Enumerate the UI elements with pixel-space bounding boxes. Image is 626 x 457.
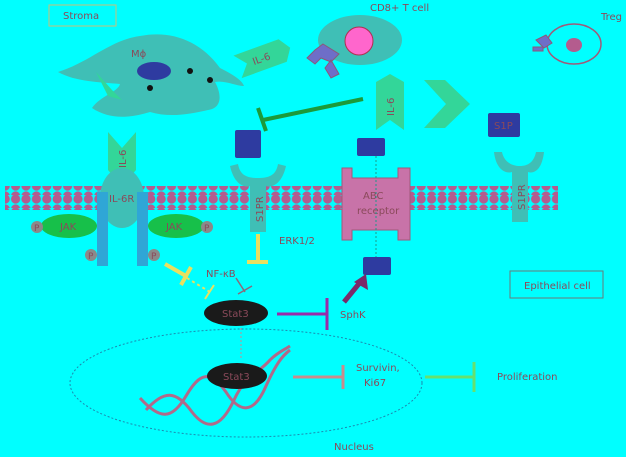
s1pr-left-label: S1PR — [255, 196, 266, 222]
gp130-left — [97, 192, 108, 266]
jak-stat3-dashed-bar — [204, 284, 215, 300]
phospho-left-jak — [31, 221, 43, 233]
survivin-label-line1: Survivin, — [356, 363, 400, 374]
jak-to-stat3-dashed — [186, 277, 211, 293]
sphk-label: SphK — [340, 310, 366, 321]
s1p-label: S1P — [494, 121, 513, 132]
il6r-receptor — [100, 168, 144, 228]
nfkb-label: NF-κB — [206, 269, 236, 280]
phospho-right-jak — [201, 221, 213, 233]
il6-ligand-extra — [424, 80, 470, 128]
epithelial-label: Epithelial cell — [524, 281, 591, 292]
jak-left-label: JAK — [59, 222, 77, 233]
stat3-cytoplasm — [204, 300, 268, 326]
phospho-label: P — [88, 252, 94, 262]
phospho-label: P — [151, 252, 157, 262]
treg-receptor-icon — [532, 34, 553, 52]
jak-stat3-bar — [179, 266, 193, 286]
dna-strand — [138, 348, 291, 416]
il6r-label: IL-6R — [109, 194, 134, 205]
dna-strand — [144, 344, 291, 426]
jak-right — [148, 214, 204, 238]
il6-label-b: IL-6 — [386, 98, 397, 116]
stat3-label-a: Stat3 — [222, 309, 249, 320]
s1p-ligand — [488, 113, 520, 137]
survivin-label-line2: Ki67 — [364, 378, 386, 389]
stroma-box — [48, 4, 117, 27]
s1pr-left-receptor — [230, 164, 286, 232]
abc-label-line2: receptor — [357, 206, 400, 217]
nucleus-label: Nucleus — [334, 442, 374, 453]
macrophage-granule — [207, 77, 213, 83]
s1p-exported — [363, 257, 391, 275]
macrophage-granule — [147, 85, 153, 91]
erk-label: ERK1/2 — [279, 236, 315, 247]
s1p-bound-left — [235, 130, 261, 158]
nfkb-stat3-bar — [237, 285, 253, 295]
cd8-inhibition-bar — [256, 107, 268, 132]
il6-ligand-a: IL-6 — [233, 39, 291, 79]
s1pr-right-label: S1PR — [517, 184, 528, 210]
s1pr-right-receptor — [494, 152, 544, 222]
cd8-label: CD8+ T cell — [370, 3, 429, 14]
phospho-label: P — [204, 224, 210, 234]
jak-to-stat3-arrow — [164, 262, 187, 278]
jak-left — [41, 214, 97, 238]
sphk-arrowhead — [354, 274, 368, 290]
epithelial-box — [509, 270, 604, 299]
proliferation-label: Proliferation — [497, 372, 558, 383]
macrophage-granule — [187, 68, 193, 74]
s1p-bound-abc — [357, 138, 385, 156]
stroma-label: Stroma — [63, 11, 99, 22]
cd8-receptor-icon — [306, 43, 340, 79]
il6-label-c: IL-6 — [118, 150, 129, 168]
nfkb-to-stat3-arrow — [235, 277, 246, 293]
il6-ligand-b: IL-6 — [376, 74, 404, 130]
treg-label: Treg — [600, 12, 622, 23]
cd8-inhibition-arrow — [262, 97, 364, 122]
abc-label-line1: ABC — [363, 191, 384, 202]
nucleus — [69, 328, 423, 438]
jak-right-label: JAK — [165, 222, 183, 233]
cd8-nucleus — [344, 26, 374, 56]
macrophage-nucleus — [137, 62, 171, 80]
stat3-nuclear — [207, 363, 267, 389]
phospho-right-gp130 — [148, 249, 160, 261]
gp130-right — [137, 192, 148, 266]
phospho-left-gp130 — [85, 249, 97, 261]
phospho-label: P — [34, 224, 40, 234]
macrophage-il6-arrow — [96, 72, 122, 100]
macrophage-label: Mϕ — [131, 49, 147, 60]
treg-nucleus — [566, 38, 582, 52]
stat3-label-b: Stat3 — [223, 372, 250, 383]
cell-membrane — [5, 186, 558, 210]
